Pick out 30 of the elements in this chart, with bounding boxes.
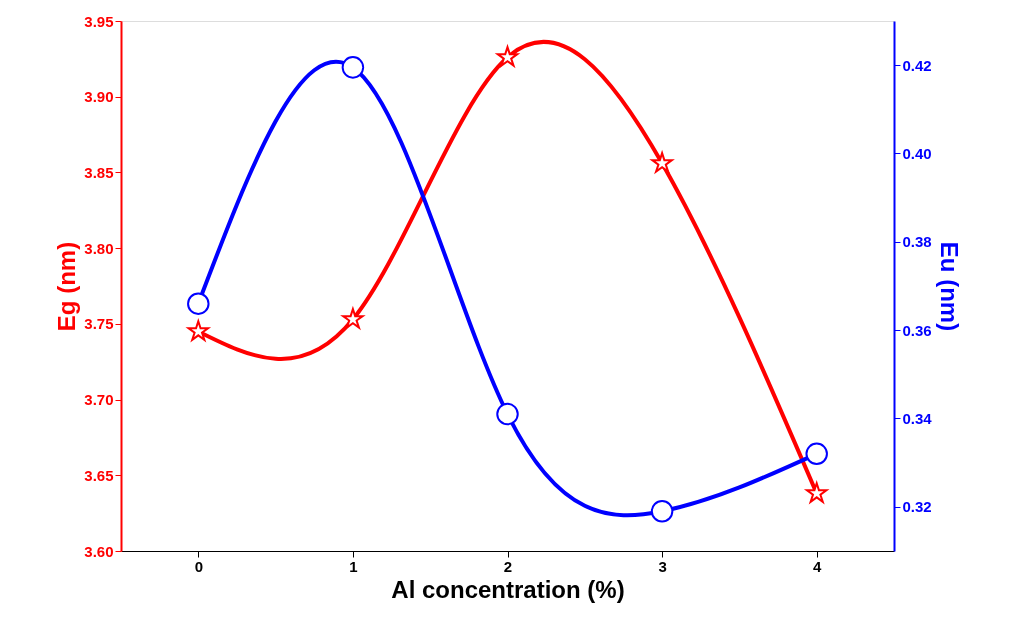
- y2-tick-label: 0.34: [902, 410, 933, 427]
- y-tick-label: 3.70: [84, 391, 114, 409]
- y2-tick-label: 0.42: [902, 56, 932, 74]
- y-tick-label: 3.60: [84, 542, 114, 560]
- point: [650, 500, 674, 523]
- y-tick-label: 3.95: [84, 12, 114, 30]
- y2-tick-label: 0.36: [902, 321, 932, 339]
- point: [341, 56, 365, 79]
- y-axis-title: Eg (nm): [53, 241, 81, 332]
- y-tick-label: 3.80: [84, 239, 114, 257]
- point: [494, 44, 521, 69]
- y2-tick-label: 0.38: [902, 233, 932, 251]
- y2-tick-label: 0.32: [902, 498, 932, 516]
- x-tick-label: 2: [503, 557, 513, 575]
- y2-tick-label: 0.40: [902, 145, 932, 162]
- y-tick-label: 3.85: [84, 163, 114, 181]
- x-tick-label: 1: [349, 557, 358, 575]
- x-axis-title: Al concentration (%): [391, 575, 625, 603]
- point: [805, 442, 828, 466]
- y2-axis-title: Eu (nm): [935, 241, 963, 332]
- point: [496, 402, 519, 426]
- point: [187, 292, 210, 315]
- x-tick-label: 4: [813, 557, 823, 575]
- y-tick-label: 3.75: [84, 315, 114, 333]
- point: [804, 480, 830, 505]
- x-tick-label: 0: [194, 557, 203, 575]
- y-tick-label: 3.90: [84, 88, 114, 106]
- x-tick-label: 3: [658, 557, 667, 575]
- y-tick-label: 3.65: [84, 466, 114, 484]
- point: [185, 318, 211, 343]
